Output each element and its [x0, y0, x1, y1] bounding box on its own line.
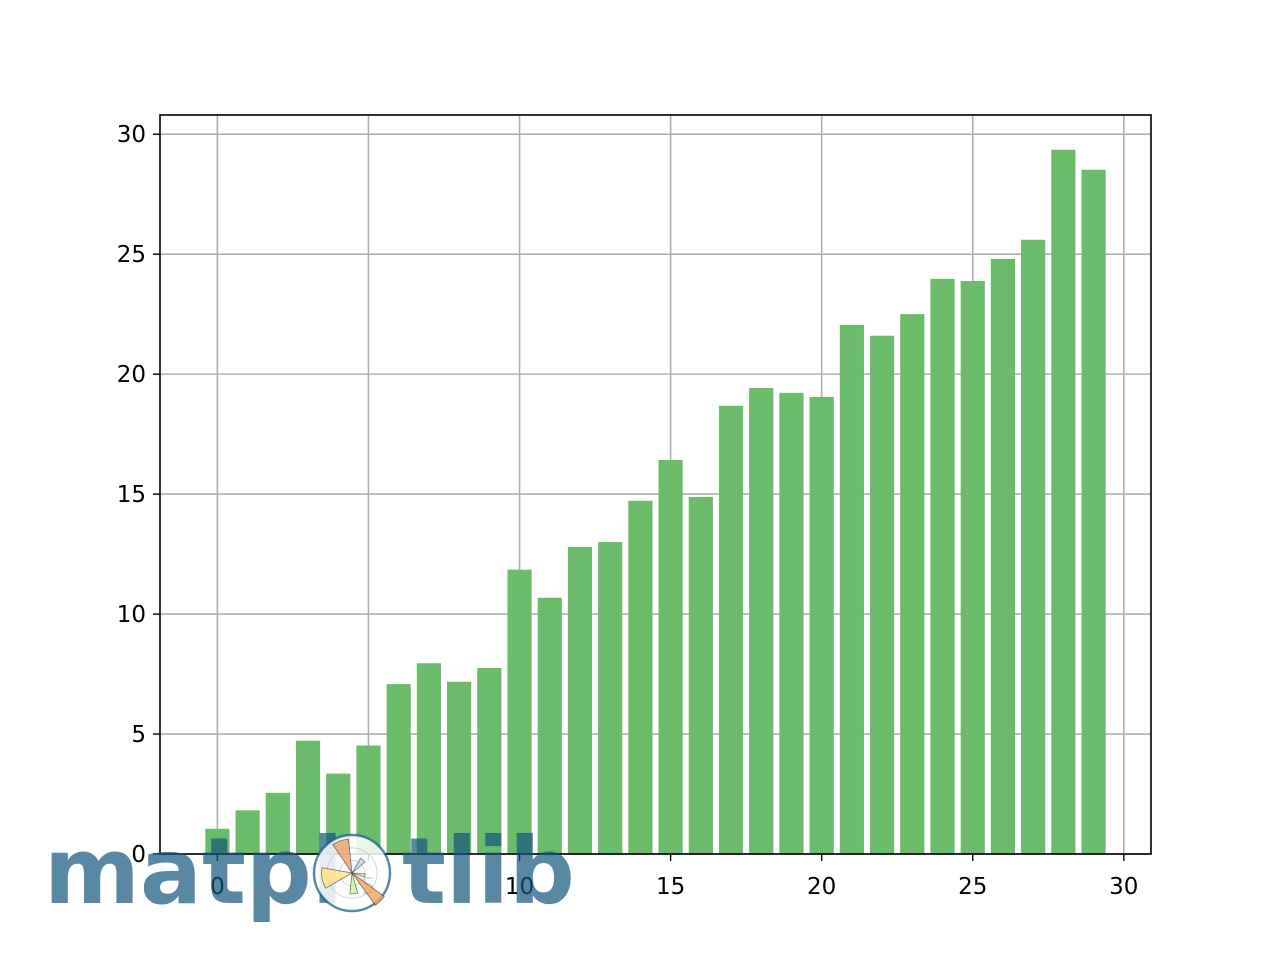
bar [779, 392, 804, 854]
y-tick-label: 10 [117, 602, 146, 628]
x-tick-label: 10 [505, 874, 534, 900]
bar [749, 388, 774, 854]
bar [688, 496, 713, 854]
bar [628, 500, 653, 854]
bar [1021, 239, 1046, 854]
bar [386, 684, 411, 854]
bar [295, 740, 321, 854]
x-tick-label: 25 [958, 874, 987, 900]
bar [930, 278, 955, 855]
emblem-wedge [351, 872, 366, 878]
emblem-wedge [351, 872, 385, 906]
y-tick-label: 0 [131, 842, 146, 868]
bar [537, 597, 562, 854]
x-tick-label: 15 [656, 874, 685, 900]
axes-frame [159, 114, 1152, 855]
y-tick-label: 5 [131, 722, 146, 748]
bar [598, 542, 623, 854]
bar [839, 324, 864, 854]
y-tick-label: 15 [117, 482, 146, 508]
bar [235, 810, 260, 854]
logo-text-left: matpl [44, 818, 343, 925]
bar [870, 335, 895, 855]
y-tick-label: 20 [117, 362, 146, 388]
bar [1081, 169, 1106, 854]
bar [990, 258, 1016, 854]
x-tick-label: 20 [807, 874, 836, 900]
x-tick-label: 0 [210, 874, 225, 900]
bar [205, 828, 230, 854]
bar [265, 792, 290, 854]
logo-text-right: tlib [402, 818, 575, 925]
logo-emblem-icon [312, 833, 392, 913]
bar [477, 668, 502, 854]
ticks: 051015202530051015202530 [117, 122, 1139, 900]
bar [567, 546, 593, 854]
x-tick-label: 30 [1109, 874, 1138, 900]
bar [1051, 149, 1076, 854]
bar [718, 405, 744, 854]
bar [900, 314, 925, 854]
bar [507, 569, 532, 854]
bar [960, 281, 985, 855]
bar [658, 460, 683, 854]
matplotlib-logo: matpl tlib [44, 818, 575, 925]
y-tick-label: 30 [117, 122, 146, 148]
emblem-wedge [351, 857, 366, 874]
bar [416, 663, 441, 854]
bar [447, 681, 472, 854]
emblem-wedge [321, 867, 354, 889]
bars [205, 149, 1106, 855]
emblem-wedge [332, 838, 353, 874]
bar [809, 396, 834, 854]
emblem-wedge [349, 872, 359, 895]
y-tick-label: 25 [117, 242, 146, 268]
